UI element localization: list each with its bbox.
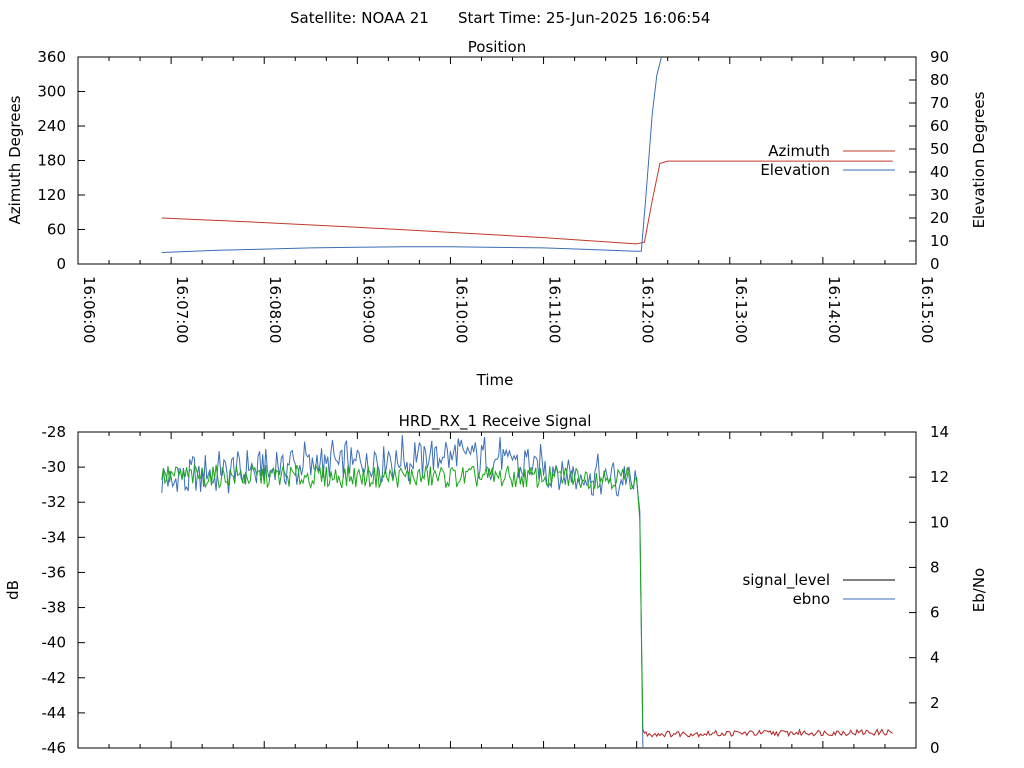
legend-signal-level-label: signal_level (742, 571, 830, 590)
ebno-axis-tick-label: 6 (930, 604, 940, 622)
db-axis-tick-label: -40 (42, 634, 67, 652)
azimuth-axis-tick-label: 300 (37, 83, 66, 101)
signal-y2-label: Eb/No (970, 568, 988, 612)
position-x-tick-label: 16:12:00 (639, 276, 657, 343)
db-axis-tick-label: -28 (42, 423, 67, 441)
elevation-axis-tick-label: 40 (930, 163, 949, 181)
signal-legend: signal_level ebno (742, 571, 895, 608)
position-series-group (161, 57, 893, 253)
position-x-label: Time (476, 371, 514, 389)
elevation-axis-tick-label: 50 (930, 140, 949, 158)
legend-ebno-label: ebno (793, 590, 830, 608)
position-x-tick-label: 16:10:00 (452, 276, 470, 343)
azimuth-axis-tick-label: 120 (37, 186, 66, 204)
db-axis-tick-label: -34 (42, 528, 67, 546)
signal-level-floor-line (642, 728, 893, 738)
db-axis-tick-label: -42 (42, 669, 67, 687)
ebno-axis-tick-label: 4 (930, 649, 940, 667)
db-axis-tick-label: -32 (42, 493, 67, 511)
signal-series-group (161, 435, 893, 748)
position-legend: Azimuth Elevation (760, 142, 895, 179)
signal-plot-frame (77, 431, 917, 749)
db-axis-tick-label: -36 (42, 563, 67, 581)
signal-y-label: dB (4, 580, 22, 600)
db-axis-tick-label: -46 (42, 739, 67, 757)
position-chart-title: Position (468, 38, 526, 56)
db-axis-tick-label: -30 (42, 458, 67, 476)
ebno-axis-tick-label: 2 (930, 694, 940, 712)
ebno-axis-tick-label: 14 (930, 423, 949, 441)
elevation-axis-tick-label: 80 (930, 71, 949, 89)
position-x-tick-label: 16:11:00 (546, 276, 564, 343)
position-y-label: Azimuth Degrees (6, 95, 24, 224)
position-x-tick-label: 16:08:00 (266, 276, 284, 343)
elevation-axis-tick-label: 20 (930, 209, 949, 227)
signal-chart-title: HRD_RX_1 Receive Signal (399, 412, 592, 431)
position-x-tick-label: 16:14:00 (825, 276, 843, 343)
azimuth-axis-tick-label: 60 (47, 221, 66, 239)
start-time-label: Start Time: 25-Jun-2025 16:06:54 (458, 9, 710, 27)
azimuth-line (161, 160, 893, 245)
ebno-axis-tick-label: 0 (930, 739, 940, 757)
ebno-axis-tick-label: 10 (930, 513, 949, 531)
elevation-axis-tick-label: 90 (930, 48, 949, 66)
position-x-tick-label: 16:15:00 (918, 276, 936, 343)
ebno-axis-tick-label: 12 (930, 468, 949, 486)
elevation-axis-tick-label: 30 (930, 186, 949, 204)
elevation-axis-tick-label: 0 (930, 255, 940, 273)
position-x-tick-label: 16:06:00 (80, 276, 98, 343)
azimuth-axis-tick-label: 180 (37, 152, 66, 170)
azimuth-axis-tick-label: 360 (37, 48, 66, 66)
elevation-axis-tick-label: 70 (930, 94, 949, 112)
azimuth-axis-tick-label: 0 (56, 255, 66, 273)
legend-elevation-label: Elevation (760, 161, 830, 179)
db-axis-tick-label: -44 (42, 704, 67, 722)
position-x-tick-label: 16:07:00 (173, 276, 191, 343)
elevation-axis-tick-label: 60 (930, 117, 949, 135)
position-x-tick-label: 16:09:00 (359, 276, 377, 343)
signal-level-line (161, 463, 644, 731)
satellite-label: Satellite: NOAA 21 (290, 9, 429, 27)
elevation-line (161, 57, 662, 253)
position-y2-label: Elevation Degrees (970, 91, 988, 228)
position-x-tick-label: 16:13:00 (732, 276, 750, 343)
ebno-axis-tick-label: 8 (930, 558, 940, 576)
db-axis-tick-label: -38 (42, 599, 67, 617)
azimuth-axis-tick-label: 240 (37, 117, 66, 135)
elevation-axis-tick-label: 10 (930, 232, 949, 250)
legend-azimuth-label: Azimuth (768, 142, 830, 160)
chart-marks: 16:06:00 16:07:00 16:08:00 16:09:00 16:10:00… (37, 48, 949, 757)
